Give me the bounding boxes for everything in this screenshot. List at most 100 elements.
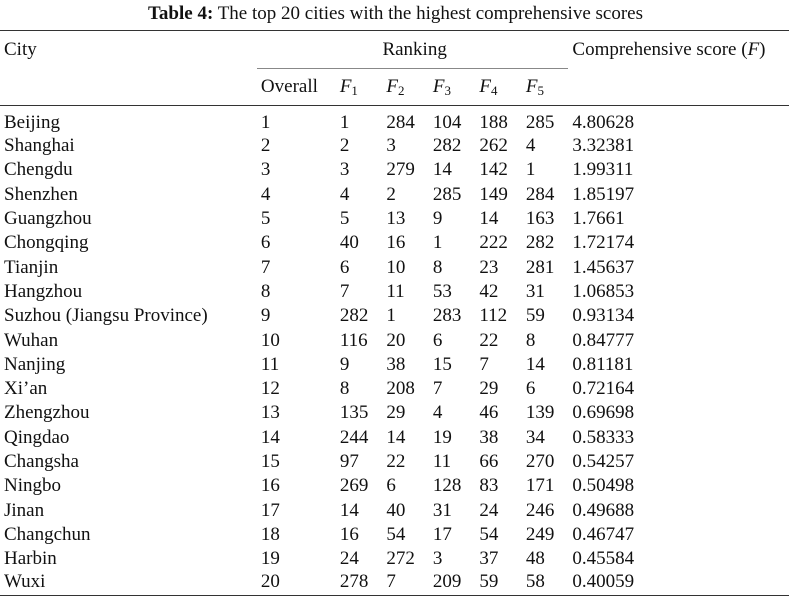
cell-f3: 6 [432,329,443,351]
cell-f1: 14 [339,499,359,521]
cell-f1: 116 [339,329,368,351]
cell-f3: 285 [432,183,462,205]
city-ranking-table: City Ranking Comprehensive score (F) Ove… [0,30,789,597]
cell-f2: 7 [382,571,429,597]
cell-f4: 83 [479,475,499,497]
cell-f4: 66 [479,451,499,472]
caption-text: The top 20 cities with the highest compr… [217,3,643,24]
cell-f3: 17 [432,523,452,545]
cell-f3: 104 [432,112,462,133]
cell-f5: 163 [525,208,555,230]
cell-f3: 14 [432,159,452,181]
table-row: Guangzhou 5 5 13 9 14 163 1.7661 [0,207,789,231]
table-row: Xi’an 12 8 208 7 29 6 0.72164 [0,377,789,401]
header-f1: F1 [335,68,383,106]
cell-f4: 37 [479,548,499,570]
cell-f5: 14 [525,353,545,375]
cell-f4: 54 [479,523,499,545]
cell-city: Hangzhou [4,280,83,302]
cell-f1: 282 [339,305,369,327]
header-score-close: ) [759,38,766,60]
cell-overall: 9 [260,305,271,327]
table-row: Wuxi 20 278 7 209 59 58 0.40059 [0,571,789,597]
table-row: Jinan 17 14 40 31 24 246 0.49688 [0,498,789,522]
cell-f4: 112 [479,305,508,327]
header-f5: F5 [521,68,569,106]
cell-f1: 5 [339,208,350,230]
cell-score: 1.06853 [572,280,635,302]
cell-score: 0.72164 [572,378,635,400]
cell-city: Shanghai [4,135,75,157]
cell-score: 1.72174 [572,232,635,254]
header-score-text: Comprehensive score ( [572,38,748,60]
cell-f5: 285 [525,112,555,133]
cell-score: 0.50498 [572,475,635,497]
cell-f3: 53 [432,280,452,302]
cell-f3: 8 [432,256,443,278]
cell-score: 0.58333 [572,426,635,448]
cell-city: Changchun [4,523,91,545]
cell-f4: 7 [479,353,489,375]
cell-score: 0.40059 [568,571,789,597]
table-row: Changchun 18 16 54 17 54 249 0.46747 [0,523,789,547]
cell-f2: 1 [386,305,396,327]
cell-score: 0.93134 [572,305,635,327]
cell-city: Suzhou (Jiangsu Province) [4,305,208,327]
cell-f5: 270 [525,451,555,472]
cell-f1: 16 [339,523,359,545]
cell-f4: 142 [479,159,508,181]
cell-city: Chongqing [4,232,89,254]
cell-overall: 1 [260,112,271,133]
cell-f3: 7 [432,378,443,400]
cell-overall: 4 [260,183,271,205]
table-row: Tianjin 7 6 10 8 23 281 1.45637 [0,255,789,279]
cell-score: 1.85197 [572,183,635,205]
table-row: Zhengzhou 13 135 29 4 46 139 0.69698 [0,401,789,425]
cell-overall: 14 [260,426,280,448]
cell-f5: 249 [525,523,555,545]
cell-f1: 269 [339,475,369,497]
cell-f1: 40 [339,232,359,254]
cell-f2: 2 [386,183,396,205]
cell-overall: 18 [260,523,280,545]
cell-overall: 20 [256,571,336,597]
header-f3: F3 [428,68,476,106]
cell-f5: 58 [521,571,569,597]
cell-f1: 3 [339,159,350,181]
cell-f2: 208 [386,378,415,400]
header-row-1: City Ranking Comprehensive score (F) [0,30,789,69]
cell-overall: 6 [260,232,271,254]
header-f4: F4 [475,68,522,106]
cell-f4: 262 [479,135,508,157]
cell-f1: 24 [339,548,359,570]
cell-f4: 222 [479,232,508,254]
cell-score: 4.80628 [572,112,635,133]
cell-f5: 281 [525,256,555,278]
cell-f2: 38 [386,353,406,375]
cell-f5: 31 [525,280,545,302]
cell-overall: 2 [260,135,271,157]
cell-overall: 7 [260,256,271,278]
cell-overall: 10 [260,329,280,351]
cell-overall: 11 [260,353,280,375]
cell-f4: 46 [479,402,499,424]
cell-f5: 171 [525,475,555,497]
cell-f1: 278 [335,571,383,597]
header-row-2: Overall F1 F2 F3 F4 F5 [0,68,789,106]
cell-overall: 15 [260,451,280,472]
header-score: Comprehensive score (F) [568,30,789,69]
cell-overall: 19 [260,548,280,570]
cell-score: 1.7661 [572,208,625,230]
cell-f5: 1 [525,159,536,181]
cell-f3: 15 [432,353,452,375]
cell-f2: 279 [386,159,415,181]
cell-city: Shenzhen [4,183,78,205]
table-row: Harbin 19 24 272 3 37 48 0.45584 [0,547,789,571]
cell-f1: 8 [339,378,350,400]
cell-f4: 23 [479,256,499,278]
table-row: Nanjing 11 9 38 15 7 14 0.81181 [0,353,789,377]
cell-overall: 3 [260,159,271,181]
table-row: Suzhou (Jiangsu Province) 9 282 1 283 112 59 0.… [0,304,789,328]
table-row: Ningbo 16 269 6 128 83 171 0.50498 [0,474,789,498]
cell-city: Jinan [4,499,45,521]
